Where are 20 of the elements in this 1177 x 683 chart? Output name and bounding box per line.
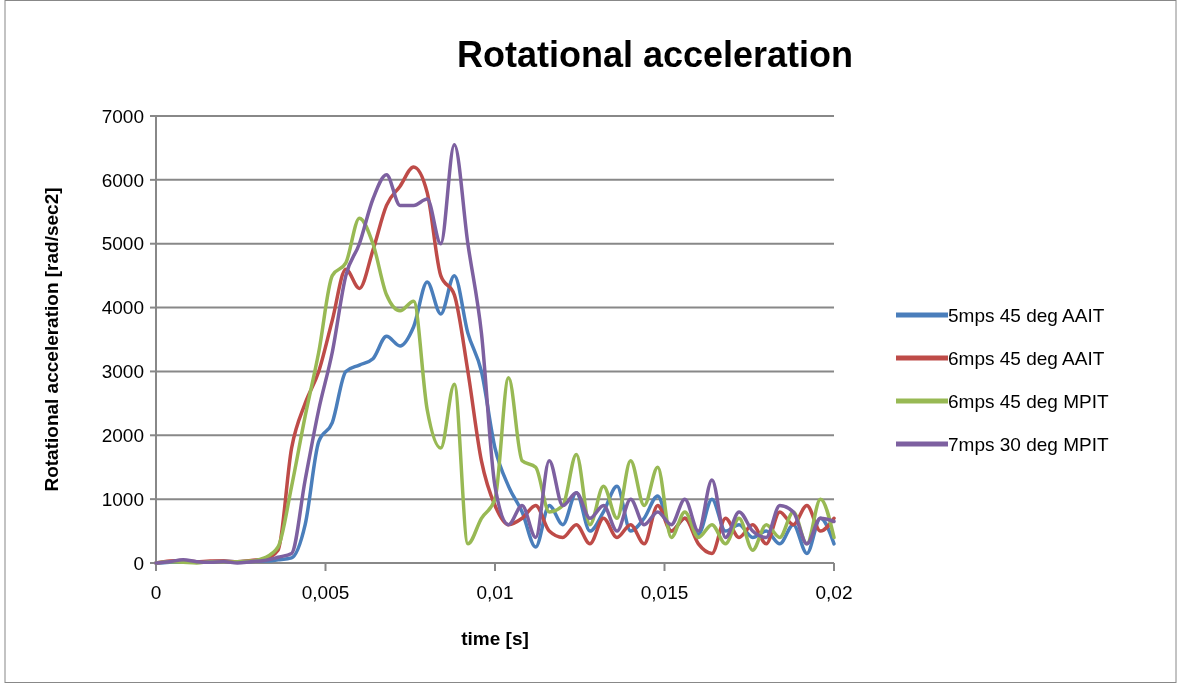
- y-axis-title: Rotational acceleration [rad/sec2]: [41, 187, 62, 492]
- y-tick-label: 1000: [101, 488, 144, 510]
- legend-label: 5mps 45 deg AAIT: [948, 304, 1105, 326]
- x-axis-title: time [s]: [461, 628, 529, 649]
- y-tick-label: 4000: [101, 297, 144, 319]
- x-tick-label: 0,015: [640, 582, 689, 603]
- legend-label: 6mps 45 deg MPIT: [948, 390, 1109, 412]
- y-tick-label: 3000: [101, 361, 144, 383]
- y-tick-label: 6000: [101, 169, 144, 191]
- x-tick-label: 0,01: [476, 582, 514, 603]
- x-tick-label: 0: [150, 582, 162, 603]
- y-tick-label: 7000: [101, 105, 144, 127]
- x-tick-label: 0,02: [815, 582, 853, 603]
- x-tick-label: 0,005: [301, 582, 350, 603]
- y-tick-label: 2000: [101, 424, 144, 446]
- y-tick-label: 5000: [101, 233, 144, 255]
- legend-label: 6mps 45 deg AAIT: [948, 347, 1105, 369]
- legend-label: 7mps 30 deg MPIT: [948, 433, 1109, 455]
- y-tick-label: 0: [133, 552, 144, 574]
- chart-title: Rotational acceleration: [456, 34, 854, 75]
